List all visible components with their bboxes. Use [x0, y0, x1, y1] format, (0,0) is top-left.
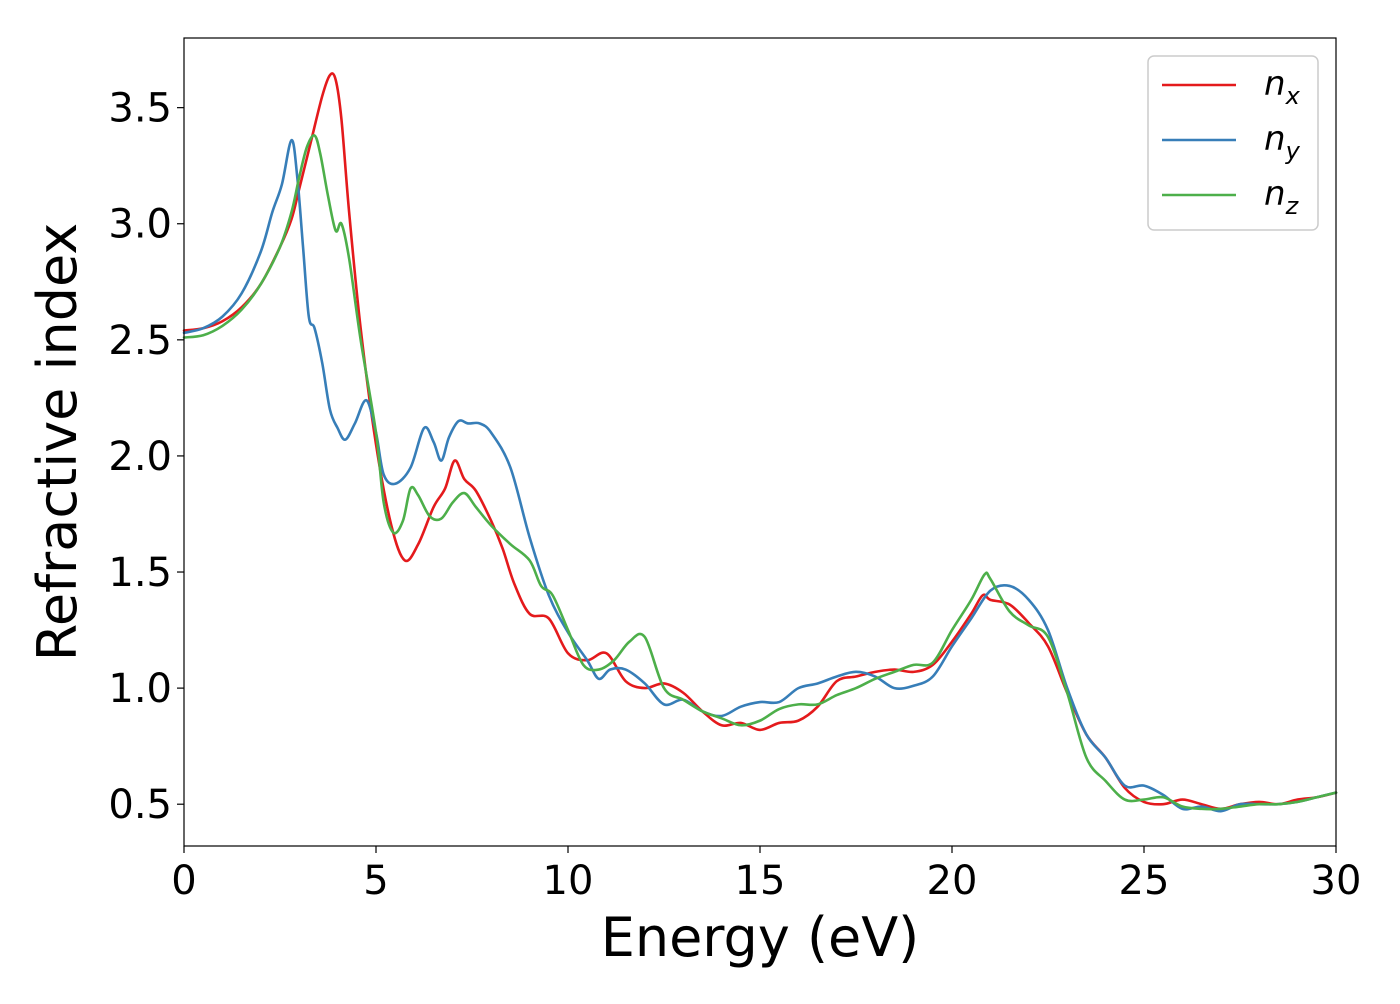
y-tick-label: 2.5: [108, 318, 172, 364]
x-tick-label: 10: [543, 858, 594, 904]
x-tick-label: 30: [1311, 858, 1362, 904]
legend-box: [1147, 55, 1319, 231]
x-axis-ticks: 0 5 10 15 20 25 30: [171, 846, 1361, 904]
series-line-y: [182, 138, 1338, 813]
y-tick-label: 3.0: [108, 202, 172, 248]
x-tick-label: 0: [171, 858, 196, 904]
y-tick-label: 0.5: [108, 782, 172, 828]
y-tick-label: 2.0: [108, 434, 172, 480]
x-tick-label: 25: [1119, 858, 1170, 904]
x-tick-label: 5: [363, 858, 388, 904]
y-tick-label: 3.5: [108, 86, 172, 132]
legend-label-z: nz: [1264, 174, 1300, 220]
x-axis-label: Energy (eV): [601, 906, 920, 969]
y-axis-ticks: 0.5 1.0 1.5 2.0 2.5 3.0 3.5: [108, 86, 184, 828]
series-lines: [182, 72, 1338, 813]
x-tick-label: 15: [735, 858, 786, 904]
y-axis-label: Refractive index: [26, 223, 89, 662]
series-line-z: [182, 134, 1338, 811]
y-tick-label: 1.5: [108, 550, 172, 596]
x-tick-label: 20: [927, 858, 978, 904]
y-tick-label: 1.0: [108, 666, 172, 712]
